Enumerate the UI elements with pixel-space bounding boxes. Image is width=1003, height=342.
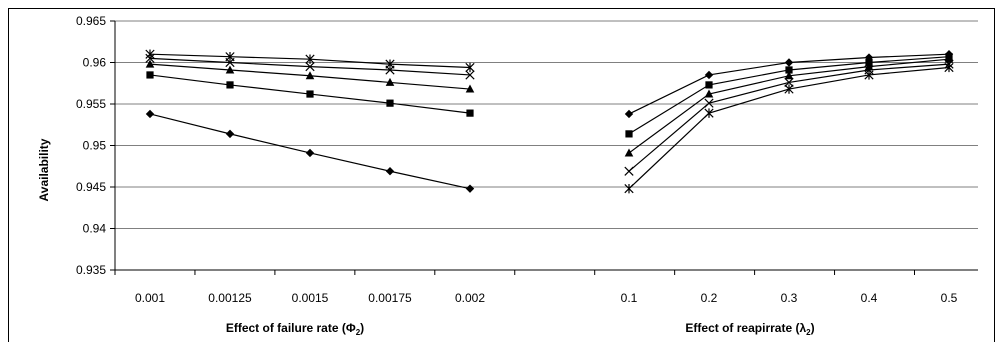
series-triangle [624, 54, 954, 157]
x-tick-label: 0.3 [781, 291, 798, 305]
x-tick-label: 0.00125 [208, 291, 252, 305]
diamond-marker [624, 109, 634, 119]
x-tick-label: 0.0015 [292, 291, 329, 305]
x-tick-label: 0.4 [861, 291, 878, 305]
star-marker [704, 108, 714, 118]
axes [110, 20, 978, 275]
triangle-marker [944, 54, 954, 63]
y-tick-label: 0.945 [76, 180, 106, 194]
chart-border [8, 8, 995, 342]
y-tick-label: 0.935 [76, 263, 106, 277]
x-marker [624, 166, 634, 176]
diamond-marker [225, 129, 235, 139]
star-marker [385, 59, 395, 69]
triangle-marker [305, 71, 315, 80]
triangle-marker [704, 89, 714, 98]
diamond-marker [465, 184, 475, 193]
square-marker [386, 99, 394, 107]
diamond-marker [305, 148, 315, 158]
square-marker [226, 81, 234, 89]
x-tick-label: 0.5 [941, 291, 958, 305]
series-triangle [145, 59, 475, 93]
triangle-marker [385, 77, 395, 86]
diamond-marker [385, 167, 395, 176]
x-axis-label-repair-rate: Effect of reapirrate (λ2) [685, 321, 814, 337]
star-marker [225, 51, 235, 62]
triangle-marker [784, 71, 794, 80]
x-tick-label: 0.1 [621, 291, 638, 305]
x-marker [784, 77, 794, 88]
x-tick-label: 0.00175 [368, 291, 412, 305]
square-marker [146, 71, 154, 79]
star-marker [465, 62, 475, 73]
star-marker [305, 54, 315, 64]
star-marker [944, 62, 954, 73]
diamond-marker [145, 109, 155, 119]
y-tick-label: 0.96 [83, 56, 107, 70]
star-marker [624, 183, 634, 194]
star-marker [864, 70, 874, 80]
square-marker [306, 90, 314, 98]
y-tick-labels: 0.965 0.96 0.955 0.95 0.945 0.94 0.935 [76, 14, 106, 277]
x-tick-label: 0.2 [701, 291, 718, 305]
gridlines [115, 20, 978, 229]
y-tick-label: 0.94 [83, 222, 107, 236]
square-marker [625, 130, 633, 138]
triangle-marker [225, 65, 235, 74]
y-axis-label: Availability [37, 138, 51, 201]
series-diamond [145, 109, 475, 193]
x-marker [465, 70, 475, 80]
y-tick-label: 0.95 [83, 139, 107, 153]
x-axis-label-failure-rate: Effect of failure rate (Φ2) [226, 321, 364, 337]
x-marker [305, 62, 315, 72]
x-tick-label: 0.001 [135, 291, 165, 305]
series-star [145, 49, 475, 73]
x-tick-labels: 0.001 0.00125 0.0015 0.00175 0.002 0.1 0.2 0.3 0… [135, 291, 958, 305]
series-square [146, 71, 474, 117]
triangle-marker [465, 84, 475, 93]
x-marker [704, 98, 714, 108]
y-tick-label: 0.965 [76, 14, 106, 28]
triangle-marker [145, 59, 155, 68]
square-marker [705, 81, 713, 89]
triangle-marker [624, 148, 634, 157]
x-tick-label: 0.002 [455, 291, 485, 305]
square-marker [466, 109, 474, 117]
series-star [624, 62, 954, 194]
diamond-marker [784, 58, 794, 67]
star-marker [145, 49, 155, 59]
data-series [145, 49, 954, 194]
star-marker [784, 84, 794, 94]
y-tick-label: 0.955 [76, 97, 106, 111]
square-marker [785, 66, 793, 74]
diamond-marker [704, 70, 714, 80]
